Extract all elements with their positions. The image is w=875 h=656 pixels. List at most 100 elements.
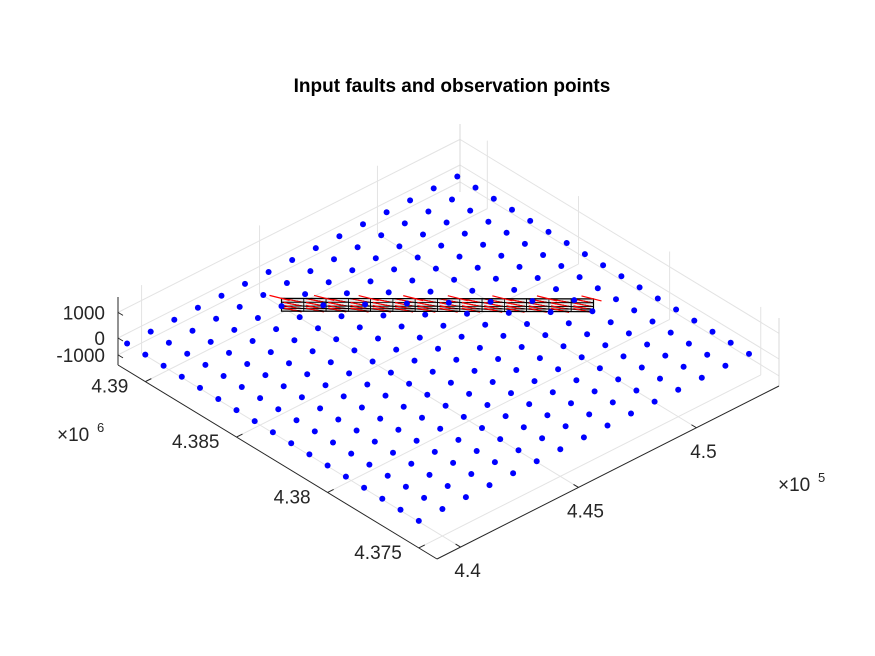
observation-point: [324, 462, 331, 469]
observation-point: [620, 353, 627, 360]
observation-point: [178, 373, 185, 380]
observation-point: [503, 229, 510, 236]
observation-point: [342, 473, 349, 480]
observation-point: [480, 241, 487, 248]
observation-point: [596, 365, 603, 372]
observation-point: [286, 360, 292, 367]
observation-point: [384, 472, 391, 479]
observation-point: [521, 240, 528, 247]
observation-point: [533, 458, 540, 465]
observation-point: [445, 299, 452, 306]
observation-point: [485, 218, 492, 225]
slip-vector: [506, 298, 525, 304]
x-tick: [691, 424, 697, 429]
observation-point: [555, 366, 562, 373]
observation-point: [353, 427, 360, 434]
observation-point: [238, 384, 245, 390]
observation-point: [427, 288, 434, 295]
y-tick: [145, 378, 152, 383]
observation-point: [469, 287, 476, 294]
observation-point: [431, 448, 438, 455]
observation-point: [500, 332, 507, 339]
edge-vector: [536, 295, 558, 302]
observation-point: [335, 416, 342, 423]
observation-point: [251, 418, 258, 425]
observation-point: [492, 275, 499, 282]
observation-point: [438, 242, 445, 249]
observation-point: [289, 257, 296, 263]
observation-point: [262, 372, 269, 379]
observation-point: [215, 396, 222, 402]
observation-point: [171, 316, 178, 323]
observation-point: [513, 367, 520, 373]
observation-point: [327, 359, 334, 366]
slip-vector: [461, 298, 481, 304]
observation-point: [547, 309, 554, 316]
observation-point: [529, 298, 536, 304]
slip-vector: [283, 301, 302, 307]
observation-point: [280, 383, 287, 390]
observation-point: [398, 323, 405, 330]
observation-point: [456, 253, 463, 260]
observation-point: [420, 231, 426, 238]
observation-point: [571, 297, 578, 304]
observation-point: [633, 387, 640, 394]
observation-point: [242, 280, 248, 287]
observation-point: [472, 184, 479, 191]
observation-point: [411, 357, 418, 364]
observation-point: [372, 255, 379, 262]
observation-point: [311, 428, 318, 435]
observation-point: [254, 315, 261, 321]
observation-point: [474, 264, 481, 271]
observation-point: [495, 356, 502, 362]
observation-point: [383, 209, 390, 216]
z-tick-label: 0: [94, 329, 105, 350]
observation-point: [544, 412, 551, 419]
observation-point: [613, 296, 619, 303]
observation-point: [409, 277, 416, 284]
observation-point: [542, 332, 549, 339]
observation-point: [704, 351, 711, 358]
observation-point: [450, 459, 457, 466]
y-exponent-base: ×10: [57, 425, 89, 446]
observation-point: [520, 424, 527, 431]
observation-point: [283, 280, 290, 286]
observation-point: [618, 273, 625, 280]
observation-point: [563, 240, 570, 246]
observation-point: [440, 322, 447, 329]
observation-point: [502, 413, 509, 420]
grid-line: [236, 263, 579, 438]
observation-point: [509, 206, 515, 213]
observation-point: [589, 308, 596, 315]
edge-vector: [581, 295, 602, 302]
observation-point: [437, 425, 444, 432]
observation-point: [413, 437, 420, 444]
observation-point: [442, 402, 449, 409]
observation-point: [462, 494, 469, 501]
observation-point: [348, 450, 355, 457]
observation-point: [371, 438, 378, 445]
x-axis-exponent: ×10 5: [778, 470, 825, 496]
observation-point: [534, 275, 541, 281]
grid-line: [259, 292, 579, 488]
observation-point: [487, 298, 494, 305]
observation-point: [424, 391, 431, 398]
observation-point: [366, 461, 373, 468]
observation-point: [273, 326, 280, 333]
observation-point: [662, 352, 669, 359]
observation-point: [400, 403, 407, 410]
observation-point: [673, 306, 680, 313]
grid-line: [418, 374, 761, 549]
observation-point: [346, 370, 353, 377]
observation-point: [338, 313, 345, 320]
observation-point: [602, 342, 609, 349]
grid-line: [117, 181, 461, 356]
observation-point: [422, 311, 429, 318]
edge-vector: [403, 295, 424, 302]
observation-point: [591, 388, 598, 395]
slip-vector: [461, 301, 481, 308]
slip-vector: [372, 301, 391, 307]
y-axis-exponent: ×10 6: [57, 420, 104, 446]
observation-point: [403, 300, 410, 307]
